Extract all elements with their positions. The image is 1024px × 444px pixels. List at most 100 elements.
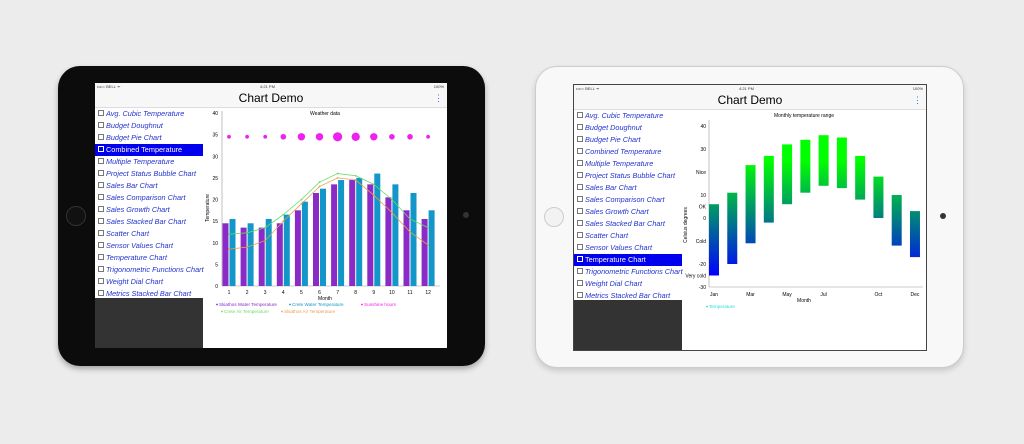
chart-icon	[577, 124, 583, 130]
chart-icon	[98, 110, 104, 116]
legend-marker	[281, 310, 283, 313]
sidebar-item-label: Budget Doughnut	[585, 123, 642, 132]
sidebar-item[interactable]: Sales Comparison Chart	[574, 194, 682, 206]
sidebar-item-label: Multiple Temperature	[106, 157, 175, 166]
y-tick-label: Cold	[696, 239, 707, 245]
sunshine-bubble	[315, 133, 324, 141]
sidebar-item-label: Scatter Chart	[106, 229, 149, 238]
sidebar-item-label: Trigonometric Functions Chart	[106, 265, 204, 274]
sidebar-item[interactable]: Weight Dial Chart	[574, 278, 682, 290]
sidebar-item[interactable]: Trigonometric Functions Chart	[95, 264, 204, 276]
line-point	[300, 202, 303, 205]
sidebar-item[interactable]: Sensor Values Chart	[95, 240, 203, 252]
sidebar-item-label: Budget Doughnut	[106, 121, 163, 130]
home-button[interactable]	[66, 206, 86, 226]
bar-skiathos-water	[222, 223, 229, 286]
x-tick-label: 3	[264, 290, 267, 296]
sidebar-item[interactable]: Sales Bar Chart	[574, 182, 682, 194]
sidebar-item[interactable]: Sales Growth Chart	[95, 204, 203, 216]
app-title: Chart Demo	[717, 93, 783, 107]
x-tick-label: 9	[372, 290, 375, 296]
sidebar-item[interactable]: Project Status Bubble Chart	[574, 170, 682, 182]
chart-icon	[577, 268, 583, 274]
line-point	[228, 248, 230, 251]
sidebar-item[interactable]: Avg. Cubic Temperature	[95, 108, 203, 120]
range-bar	[873, 176, 884, 218]
line-series	[228, 173, 429, 235]
sidebar-item[interactable]: Budget Pie Chart	[574, 134, 682, 146]
bar-skiathos-water	[403, 210, 410, 286]
sidebar-item[interactable]: Scatter Chart	[574, 230, 682, 242]
sidebar-item[interactable]: Temperature Chart	[95, 252, 203, 264]
x-tick-label: 12	[425, 290, 431, 296]
sidebar-item[interactable]: Combined Temperature	[574, 146, 682, 158]
sidebar-item[interactable]: Metrics Stacked Bar Chart	[95, 288, 203, 300]
chart-icon	[577, 160, 583, 166]
vertical-dots-icon[interactable]: ⋮	[913, 95, 922, 105]
sidebar-item[interactable]: Multiple Temperature	[574, 158, 682, 170]
range-bar	[745, 165, 756, 244]
sidebar-item[interactable]: Sales Growth Chart	[574, 206, 682, 218]
sidebar-item[interactable]: Avg. Cubic Temperature	[574, 110, 682, 122]
sidebar-item-label: Combined Temperature	[585, 147, 662, 156]
sidebar-item[interactable]: Budget Pie Chart	[95, 132, 203, 144]
sidebar-item[interactable]: Scatter Chart	[95, 228, 203, 240]
sidebar-item[interactable]: Metrics Stacked Bar Chart	[574, 290, 682, 302]
sunshine-bubble	[389, 133, 395, 140]
y-tick-label: 5	[215, 262, 218, 268]
sidebar-item[interactable]: Sensor Values Chart	[574, 242, 682, 254]
sidebar-item-label: Metrics Stacked Bar Chart	[585, 291, 671, 300]
line-point	[282, 213, 285, 216]
sunshine-bubble	[333, 132, 343, 142]
chart-icon	[98, 254, 104, 260]
sidebar-item[interactable]: Trigonometric Functions Chart	[574, 266, 683, 278]
sidebar-footer	[95, 298, 203, 348]
chart-icon	[98, 182, 104, 188]
bar-crete-water	[320, 188, 326, 286]
status-bar: ••••○ BELL ᯤ 4:21 PM 100%	[95, 83, 447, 90]
y-tick-label: -30	[699, 285, 706, 291]
y-tick-label: 0	[703, 216, 706, 222]
line-point	[409, 231, 411, 233]
y-tick-label: 40	[212, 111, 218, 117]
y-tick-label: Very cold	[685, 274, 706, 280]
x-tick-label: 7	[336, 290, 339, 296]
sunshine-bubble	[280, 133, 287, 140]
bar-crete-water	[428, 210, 435, 286]
bar-crete-water	[410, 193, 417, 286]
sidebar-item[interactable]: Sales Comparison Chart	[95, 192, 203, 204]
legend-label: Crete Air Temperature	[224, 309, 269, 314]
range-bar	[727, 192, 738, 264]
line-point	[427, 226, 429, 229]
y-axis-title: Temperature	[205, 194, 211, 222]
chart-icon	[577, 280, 583, 286]
bar-skiathos-water	[240, 227, 247, 286]
sidebar-item[interactable]: Project Status Bubble Chart	[95, 168, 203, 180]
chart-icon	[577, 208, 583, 214]
line-point	[318, 181, 321, 184]
sidebar-item[interactable]: Budget Doughnut	[95, 120, 203, 132]
chart-icon	[98, 170, 104, 176]
chart-icon	[98, 218, 104, 224]
sidebar-item[interactable]: Sales Stacked Bar Chart	[574, 218, 682, 230]
legend-marker	[289, 303, 291, 306]
bar-skiathos-water	[385, 197, 392, 286]
sidebar-item[interactable]: Multiple Temperature	[95, 156, 203, 168]
chart-icon	[98, 242, 104, 248]
sidebar-item[interactable]: Budget Doughnut	[574, 122, 682, 134]
sidebar-item[interactable]: Sales Stacked Bar Chart	[95, 216, 203, 228]
sidebar-item[interactable]: Weight Dial Chart	[95, 276, 203, 288]
sidebar-item[interactable]: Sales Bar Chart	[95, 180, 203, 192]
sidebar-item[interactable]: Combined Temperature	[95, 144, 203, 156]
sidebar-item[interactable]: Temperature Chart	[574, 254, 682, 266]
y-tick-label: 10	[212, 241, 218, 247]
legend-label: Skiathos Air Temperature	[284, 309, 336, 314]
sidebar-item-label: Weight Dial Chart	[585, 279, 643, 288]
range-bar	[891, 195, 902, 246]
bar-crete-water	[301, 201, 308, 286]
status-bar: ••••○ BELL ᯤ 4:21 PM 100%	[574, 85, 926, 92]
vertical-dots-icon[interactable]: ⋮	[434, 93, 443, 103]
x-tick-label: 2	[246, 290, 249, 296]
home-button[interactable]	[544, 207, 564, 227]
chart-icon	[98, 158, 104, 164]
